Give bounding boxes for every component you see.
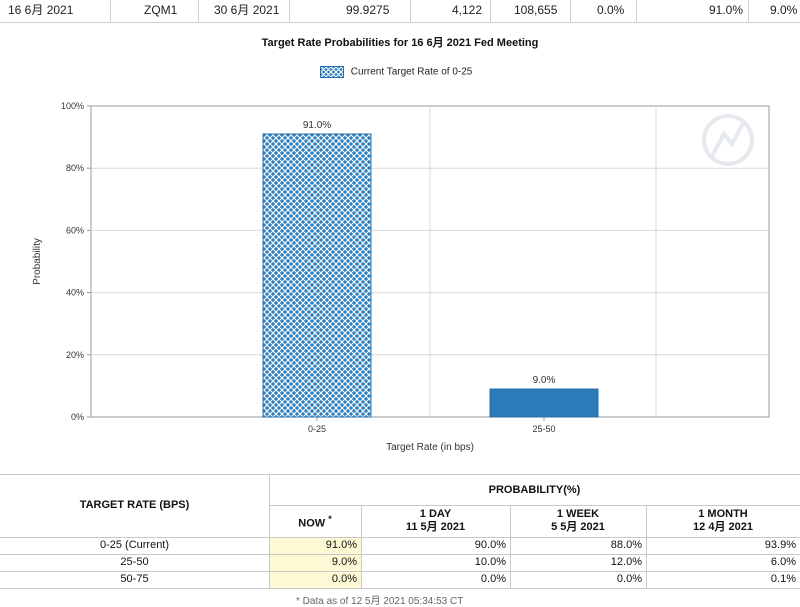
x-tick-label: 25-50 [532, 424, 555, 434]
header-target-rate: TARGET RATE (BPS) [79, 499, 190, 511]
divider [570, 0, 571, 22]
y-tick-label: 0% [71, 412, 84, 422]
col-now-star: * [328, 514, 332, 524]
chart-title: Target Rate Probabilities for 16 6月 2021… [261, 37, 539, 49]
row-1-month: 6.0% [770, 556, 796, 568]
summary-expires: 30 6月 2021 [214, 3, 280, 17]
row-now: 91.0% [325, 539, 357, 551]
row-1-day: 90.0% [474, 539, 506, 551]
divider [490, 0, 491, 22]
row-1-week: 88.0% [610, 539, 642, 551]
row-1-week: 12.0% [610, 556, 642, 568]
watermark-logo [702, 114, 754, 166]
col-1-month: 1 MONTH 12 4月 2021 [646, 508, 800, 534]
col-1-week-date: 5 5月 2021 [551, 521, 605, 533]
row-rate: 50-75 [120, 573, 149, 585]
divider [410, 0, 411, 22]
data-as-of-footnote: * Data as of 12 5月 2021 05:34:53 CT [296, 596, 464, 607]
y-tick-label: 20% [66, 350, 84, 360]
row-rate: 0-25 (Current) [99, 539, 170, 551]
y-tick-label: 80% [66, 163, 84, 173]
summary-col7: 0.0% [597, 3, 625, 17]
summary-prior-volume: 4,122 [452, 3, 483, 17]
data-label: 9.0% [533, 375, 556, 386]
bar-chart: 0% 20% 40% 60% 80% 100% 91.0% 0-25 9.0% 25-50 Targ… [32, 101, 770, 453]
col-now-label: NOW [298, 517, 326, 530]
summary-prior-oi: 108,655 [514, 3, 558, 17]
y-tick-label: 60% [66, 225, 84, 235]
row-1-day: 0.0% [480, 573, 506, 585]
summary-contract: ZQM1 [144, 3, 178, 17]
row-1-day: 10.0% [474, 556, 506, 568]
row-1-week: 0.0% [616, 573, 642, 585]
y-tick-label: 100% [61, 101, 84, 111]
col-1-day: 1 DAY 11 5月 2021 [361, 508, 510, 534]
summary-col8: 91.0% [709, 3, 744, 17]
col-1-week: 1 WEEK 5 5月 2021 [510, 508, 646, 534]
divider [110, 0, 111, 22]
x-tick-label: 0-25 [308, 424, 326, 434]
y-axis-title: Probability [32, 238, 43, 285]
plot-area: 0% 20% 40% 60% 80% 100% 91.0% 0-25 9.0% 25-50 Targ… [32, 101, 770, 453]
divider [748, 0, 749, 22]
col-now: NOW * [269, 514, 361, 530]
col-1-day-label: 1 DAY [419, 508, 452, 520]
now-highlight [270, 555, 361, 571]
summary-mid-price: 99.9275 [346, 3, 390, 17]
divider [289, 0, 290, 22]
now-highlight [270, 572, 361, 588]
data-label: 91.0% [303, 120, 331, 131]
summary-col9: 9.0% [770, 3, 798, 17]
col-1-month-date: 12 4月 2021 [693, 521, 753, 533]
header-probability: PROBABILITY(%) [488, 484, 581, 496]
summary-row: 16 6月 2021 ZQM1 30 6月 2021 99.9275 4,122… [0, 0, 800, 23]
divider [198, 0, 199, 22]
row-1-month: 0.1% [770, 573, 796, 585]
summary-meeting-date: 16 6月 2021 [8, 3, 74, 17]
legend-swatch [320, 66, 344, 78]
row-rate: 25-50 [120, 556, 149, 568]
x-axis-title: Target Rate (in bps) [386, 442, 474, 453]
col-1-day-date: 11 5月 2021 [405, 521, 466, 533]
row-now: 9.0% [331, 556, 357, 568]
y-tick-label: 40% [66, 288, 84, 298]
divider [636, 0, 637, 22]
col-1-week-label: 1 WEEK [556, 508, 600, 520]
legend-label: Current Target Rate of 0-25 [350, 66, 473, 78]
bar [262, 133, 372, 418]
chart-legend: Current Target Rate of 0-25 [320, 66, 472, 80]
bar [489, 388, 599, 418]
row-1-month: 93.9% [764, 539, 796, 551]
row-now: 0.0% [331, 573, 357, 585]
now-highlight [270, 538, 361, 554]
col-1-month-label: 1 MONTH [698, 508, 748, 520]
probability-table: TARGET RATE (BPS) PROBABILITY(%) NOW * 1… [0, 474, 800, 607]
